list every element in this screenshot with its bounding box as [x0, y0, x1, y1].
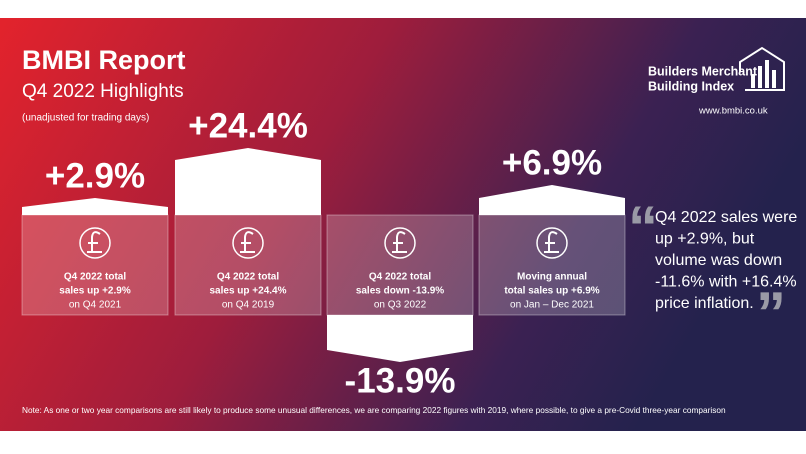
quote-mark: ”	[756, 280, 786, 347]
card-line: Q4 2022 total	[369, 272, 431, 283]
card-value: +2.9%	[45, 156, 145, 195]
quote: Q4 2022 sales were up +2.9%, but volume wa…	[655, 209, 797, 312]
cards: Q4 2022 total sales up +2.9% on Q4 2021 +2.…	[21, 106, 626, 400]
card-line: Moving annual	[517, 272, 587, 283]
pound-icon	[232, 227, 264, 259]
card-line: on Jan – Dec 2021	[510, 300, 594, 311]
quote-line: volume was down	[655, 252, 782, 269]
quote-line: price inflation.	[655, 295, 754, 312]
logo: Builders Merchant Building Index	[648, 46, 785, 93]
card-line: on Q3 2022	[374, 300, 427, 311]
quote-line: up +2.9%, but	[655, 231, 755, 248]
card-line: sales up +24.4%	[210, 286, 287, 297]
subtitle: Q4 2022 Highlights	[22, 81, 184, 102]
footnote: Note: As one or two year comparisons are…	[22, 405, 726, 415]
pound-icon	[79, 227, 111, 259]
quote-mark: “	[628, 194, 658, 261]
quote-line: Q4 2022 sales were	[655, 209, 797, 226]
card-line: Q4 2022 total	[64, 272, 126, 283]
highlight-shape	[22, 198, 168, 215]
pound-icon	[544, 231, 559, 253]
card-value: +24.4%	[188, 106, 308, 145]
quote-line: -11.6% with +16.4%	[655, 274, 797, 291]
pound-icon	[392, 231, 407, 253]
banner	[0, 18, 806, 431]
logo-line: Building Index	[648, 79, 734, 93]
card-line: total sales up +6.9%	[504, 286, 599, 297]
title: BMBI Report	[22, 45, 186, 75]
note: (unadjusted for trading days)	[22, 113, 149, 124]
card-value: +6.9%	[502, 143, 602, 182]
pound-icon	[536, 227, 568, 259]
pound-icon	[87, 231, 102, 253]
card-value: -13.9%	[345, 361, 456, 400]
highlight-shape	[479, 185, 625, 215]
pound-icon	[240, 231, 255, 253]
logo-line: Builders Merchant	[648, 64, 758, 78]
highlight-shape	[175, 148, 321, 215]
card-line: on Q4 2019	[222, 300, 275, 311]
url[interactable]: www.bmbi.co.uk	[698, 106, 768, 117]
card-line: sales up +2.9%	[59, 286, 131, 297]
card-line: sales down -13.9%	[356, 286, 444, 297]
pound-icon	[384, 227, 416, 259]
card-line: on Q4 2021	[69, 300, 122, 311]
card-line: Q4 2022 total	[217, 272, 279, 283]
highlight-shape	[327, 315, 473, 362]
